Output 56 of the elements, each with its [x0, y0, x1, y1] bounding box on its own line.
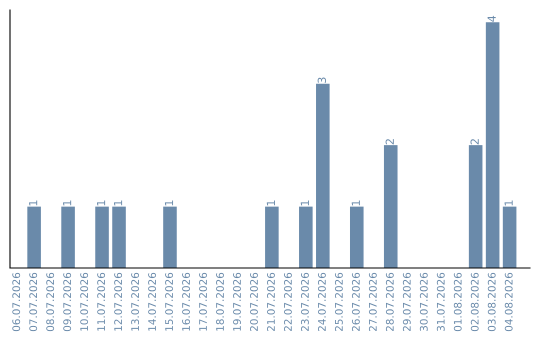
bar	[299, 206, 313, 268]
bar	[384, 145, 398, 268]
bar	[112, 206, 126, 268]
x-tick-label: 03.08.2026	[488, 272, 496, 332]
x-tick-label: 17.07.2026	[199, 272, 207, 331]
x-tick-label: 20.07.2026	[250, 272, 258, 332]
bar	[61, 206, 75, 268]
x-tick-label: 21.07.2026	[267, 272, 275, 332]
x-tick-label: 14.07.2026	[148, 272, 156, 331]
x-tick-label: 26.07.2026	[352, 272, 360, 332]
x-tick-label: 27.07.2026	[368, 272, 377, 332]
bar	[350, 206, 364, 268]
data-label: 1	[352, 200, 360, 206]
data-label: 2	[470, 139, 479, 144]
x-tick-label: 28.07.2026	[386, 272, 394, 332]
x-tick-label: 09.07.2026	[63, 272, 72, 332]
data-label: 3	[318, 78, 326, 83]
x-tick-label: 25.07.2026	[334, 272, 343, 332]
data-label: 1	[63, 200, 72, 206]
x-tick-label: 19.07.2026	[233, 272, 241, 331]
x-tick-label: 10.07.2026	[80, 272, 88, 331]
bar	[468, 145, 482, 268]
x-tick-label: 31.07.2026	[436, 272, 445, 332]
data-label: 1	[266, 200, 275, 206]
x-tick-label: 24.07.2026	[318, 272, 326, 332]
data-label: 2	[386, 139, 394, 144]
data-label: 1	[164, 200, 174, 206]
data-label: 1	[29, 200, 38, 206]
x-tick-label: 18.07.2026	[216, 272, 224, 331]
x-tick-label: 22.07.2026	[284, 272, 292, 332]
data-label: 1	[504, 200, 513, 206]
x-tick-label: 13.07.2026	[131, 272, 140, 331]
bar	[163, 206, 177, 268]
data-label: 1	[97, 200, 106, 206]
bar	[502, 206, 516, 268]
bar	[486, 22, 500, 268]
data-label: 1	[300, 200, 309, 206]
x-tick-label: 30.07.2026	[420, 272, 428, 332]
x-tick-label: 23.07.2026	[300, 272, 309, 332]
x-tick-label: 07.07.2026	[29, 272, 38, 332]
x-tick-label: 16.07.2026	[182, 272, 190, 331]
x-tick-label: 01.08.2026	[454, 272, 462, 332]
bar	[95, 206, 109, 268]
bar	[316, 84, 330, 268]
x-tick-label: 15.07.2026	[165, 272, 173, 331]
x-tick-label: 08.07.2026	[46, 272, 54, 332]
x-tick-label: 11.07.2026	[97, 272, 106, 331]
data-label: 4	[488, 16, 496, 22]
data-label: 1	[114, 200, 122, 206]
x-tick-label: 04.08.2026	[504, 272, 513, 332]
bar	[265, 206, 279, 268]
x-tick-label: 29.07.2026	[402, 272, 411, 332]
bar	[27, 206, 41, 268]
x-tick-label: 06.07.2026	[12, 272, 20, 332]
x-tick-label: 12.07.2026	[114, 272, 122, 331]
x-tick-label: 02.08.2026	[470, 272, 479, 332]
